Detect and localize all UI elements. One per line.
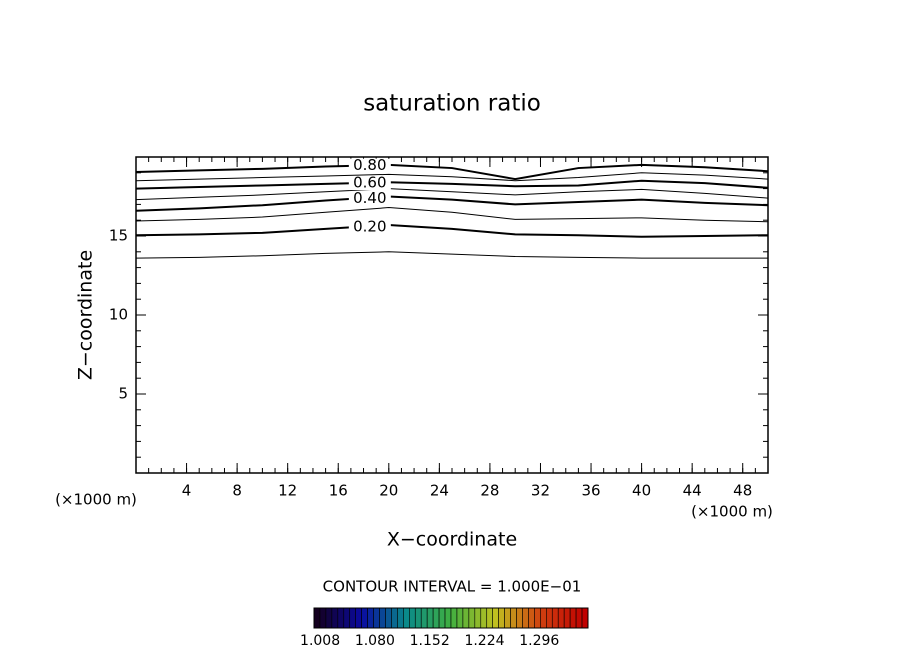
contour-label: 0.40 (353, 189, 386, 207)
colorbar-cell (522, 607, 529, 629)
contour-line (136, 195, 768, 212)
colorbar-cell (474, 607, 482, 629)
plot-frame (135, 156, 769, 474)
colorbar-frame (313, 607, 589, 629)
colorbar-cell (575, 607, 583, 629)
contour-line (136, 179, 768, 190)
x-tick-label: 24 (430, 482, 449, 500)
colorbar-cell (361, 607, 368, 629)
colorbar-cell (426, 607, 434, 629)
x-tick-label: 8 (232, 482, 242, 500)
colorbar-cell (373, 607, 380, 629)
x-tick-label: 4 (182, 482, 192, 500)
colorbar-cell (480, 607, 488, 629)
colorbar-cell (438, 607, 446, 629)
y-axis-label: Z−coordinate (75, 250, 97, 380)
colorbar-cell (414, 607, 422, 629)
x-tick-label: 36 (581, 482, 600, 500)
chart-title: saturation ratio (363, 91, 541, 117)
colorbar-tick-label: 1.224 (464, 633, 504, 649)
y-tick-label: 10 (109, 306, 128, 324)
colorbar-cell (349, 607, 356, 629)
x-tick-label: 44 (683, 482, 702, 500)
colorbar-tick-label: 1.008 (300, 633, 340, 649)
colorbar-cell (569, 607, 577, 629)
colorbar-cell (581, 607, 589, 629)
colorbar-cell (343, 607, 351, 629)
colorbar-cell (468, 607, 476, 629)
colorbar-cell (486, 607, 493, 629)
colorbar-cell (498, 607, 505, 629)
colorbar-cell (385, 607, 392, 629)
colorbar-tick-label: 1.296 (519, 633, 559, 649)
colorbar-cell (397, 607, 404, 629)
x-tick-label: 16 (329, 482, 348, 500)
colorbar-cell (355, 607, 362, 629)
contour-label: 0.20 (353, 217, 386, 235)
colorbar-cell (331, 607, 339, 629)
contour-interval: CONTOUR INTERVAL = 1.000E−01 (323, 578, 582, 596)
colorbar-tick-label: 1.080 (355, 633, 395, 649)
colorbar-cell (462, 607, 470, 629)
colorbar-cell (313, 607, 321, 629)
x-tick-label: 32 (531, 482, 550, 500)
colorbar-cell (546, 607, 553, 629)
y-tick-label: 5 (118, 385, 128, 403)
colorbar-cell (403, 607, 410, 629)
label-bg (348, 191, 391, 206)
colorbar-cell (391, 607, 398, 629)
x-axis-label: X−coordinate (387, 529, 517, 551)
colorbar-cell (456, 607, 464, 629)
contour-label: 0.60 (353, 174, 386, 192)
colorbar-cell (367, 607, 374, 629)
colorbar-cell (504, 607, 511, 629)
colorbar-cell (432, 607, 440, 629)
y-unit: (×1000 m) (55, 491, 137, 509)
x-tick-label: 40 (632, 482, 651, 500)
x-tick-label: 20 (379, 482, 398, 500)
contour-line (136, 172, 768, 182)
label-bg (348, 176, 391, 191)
x-tick-label: 48 (733, 482, 752, 500)
colorbar-cell (337, 607, 345, 629)
label-bg (348, 219, 391, 234)
colorbar-cell (379, 607, 386, 629)
colorbar-cell (551, 607, 559, 629)
y-tick-label: 15 (109, 227, 128, 245)
colorbar-cell (450, 607, 458, 629)
colorbar-cell (534, 607, 541, 629)
contour-line (136, 163, 768, 181)
contour-line (136, 188, 768, 201)
colorbar-cell (563, 607, 571, 629)
contour-line (136, 223, 768, 238)
colorbar-cell (409, 607, 416, 629)
colorbar-cell (510, 607, 517, 629)
colorbar-cell (557, 607, 565, 629)
colorbar-cell (528, 607, 535, 629)
colorbar-cell (325, 607, 333, 629)
contour-label: 0.80 (353, 156, 386, 174)
colorbar-cell (319, 607, 327, 629)
colorbar-cell (444, 607, 452, 629)
x-unit: (×1000 m) (691, 503, 773, 521)
label-bg (348, 158, 391, 173)
colorbar-tick-label: 1.152 (410, 633, 450, 649)
colorbar-cell (540, 607, 547, 629)
contour-line (136, 207, 768, 223)
colorbar-cell (492, 607, 499, 629)
x-tick-label: 28 (480, 482, 499, 500)
contour-line (136, 251, 768, 259)
colorbar-cell (516, 607, 523, 629)
colorbar-cell (420, 607, 428, 629)
x-tick-label: 12 (278, 482, 297, 500)
